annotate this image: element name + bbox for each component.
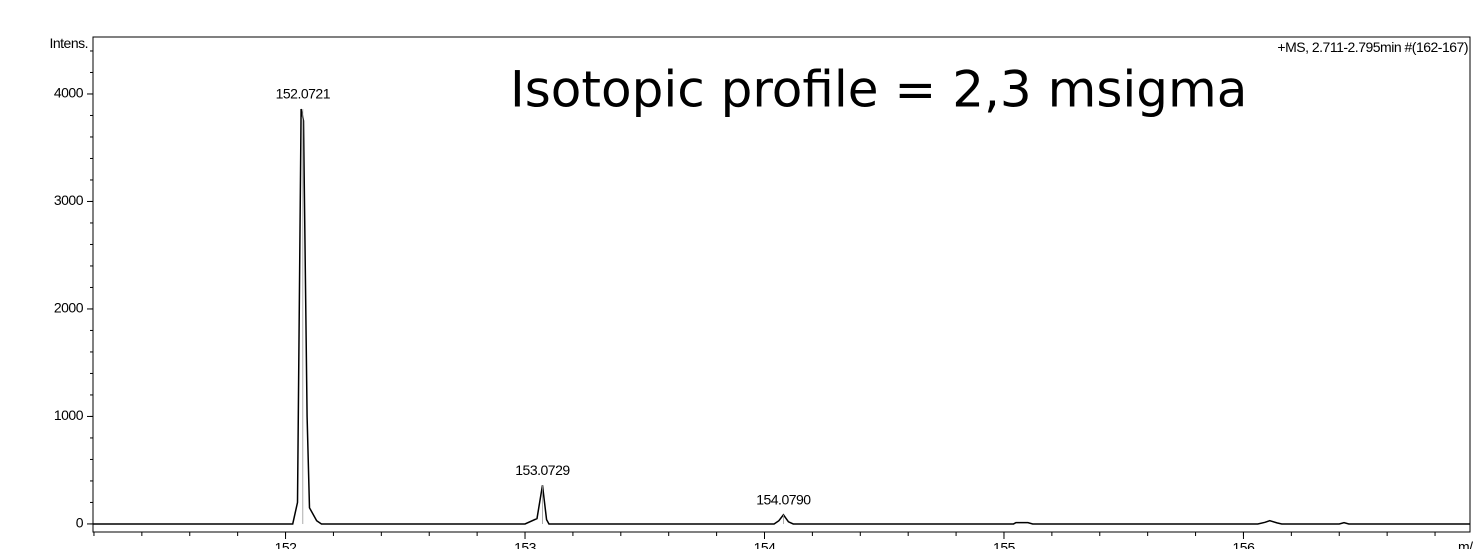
y-tick-label: 1000 [54, 407, 84, 423]
plot-frame [92, 36, 1471, 533]
peak-label: 153.0729 [515, 462, 570, 478]
chart-title: Isotopic profile = 2,3 msigma [510, 61, 1247, 119]
x-tick-label: 152 [275, 539, 298, 549]
x-tick-label: 155 [993, 539, 1016, 549]
y-tick-label: 3000 [54, 192, 84, 208]
y-tick-label: 0 [76, 515, 84, 531]
peak-label: 152.0721 [276, 86, 331, 102]
x-tick-label: 156 [1233, 539, 1256, 549]
y-tick-label: 4000 [54, 85, 84, 101]
scan-info: +MS, 2.711-2.795min #(162-167) [1277, 39, 1468, 55]
x-axis-label: m/z [1458, 538, 1473, 549]
x-tick-label: 153 [514, 539, 537, 549]
y-tick-label: 2000 [54, 300, 84, 316]
peak-label: 154.0790 [756, 492, 811, 508]
x-tick-label: 154 [754, 539, 777, 549]
spectrum-line [93, 108, 1470, 525]
y-axis-label: Intens. [49, 35, 88, 51]
